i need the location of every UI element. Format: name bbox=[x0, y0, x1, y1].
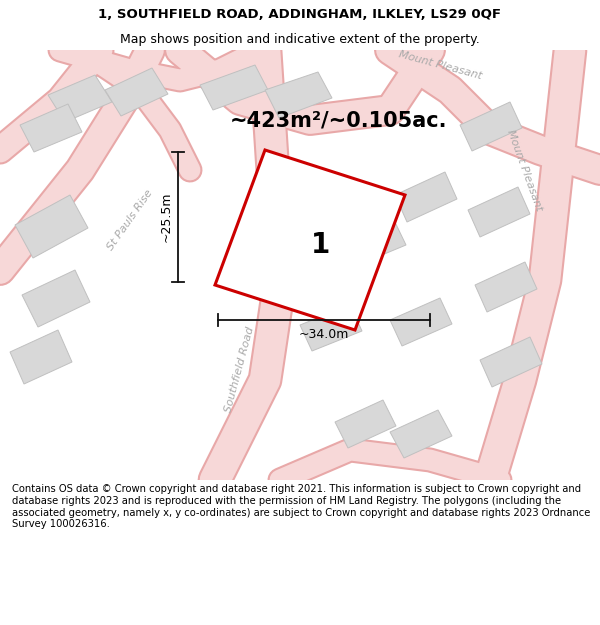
Polygon shape bbox=[10, 330, 72, 384]
Polygon shape bbox=[340, 218, 406, 267]
Text: ~25.5m: ~25.5m bbox=[160, 192, 173, 242]
Polygon shape bbox=[475, 262, 537, 312]
Polygon shape bbox=[200, 65, 268, 110]
Text: Southfield Road: Southfield Road bbox=[224, 326, 256, 414]
Polygon shape bbox=[390, 410, 452, 458]
Text: St Pauls Rise: St Pauls Rise bbox=[106, 188, 155, 252]
Text: Mount Pleasant: Mount Pleasant bbox=[397, 49, 483, 81]
Polygon shape bbox=[215, 150, 405, 330]
Polygon shape bbox=[335, 400, 396, 448]
Text: Contains OS data © Crown copyright and database right 2021. This information is : Contains OS data © Crown copyright and d… bbox=[12, 484, 590, 529]
Text: 1: 1 bbox=[310, 231, 329, 259]
Text: ~423m²/~0.105ac.: ~423m²/~0.105ac. bbox=[230, 110, 448, 130]
Polygon shape bbox=[395, 172, 457, 222]
Text: Mount Pleasant: Mount Pleasant bbox=[506, 128, 544, 212]
Text: 1, SOUTHFIELD ROAD, ADDINGHAM, ILKLEY, LS29 0QF: 1, SOUTHFIELD ROAD, ADDINGHAM, ILKLEY, L… bbox=[98, 8, 502, 21]
Polygon shape bbox=[15, 195, 88, 258]
Polygon shape bbox=[265, 72, 332, 118]
Polygon shape bbox=[105, 68, 168, 116]
Text: ~34.0m: ~34.0m bbox=[299, 328, 349, 341]
Polygon shape bbox=[460, 102, 522, 151]
Polygon shape bbox=[480, 337, 542, 387]
Polygon shape bbox=[20, 104, 82, 152]
Polygon shape bbox=[275, 192, 342, 242]
Polygon shape bbox=[300, 305, 362, 351]
Polygon shape bbox=[48, 75, 112, 122]
Text: Map shows position and indicative extent of the property.: Map shows position and indicative extent… bbox=[120, 32, 480, 46]
Polygon shape bbox=[468, 187, 530, 237]
Polygon shape bbox=[22, 270, 90, 327]
Polygon shape bbox=[390, 298, 452, 346]
